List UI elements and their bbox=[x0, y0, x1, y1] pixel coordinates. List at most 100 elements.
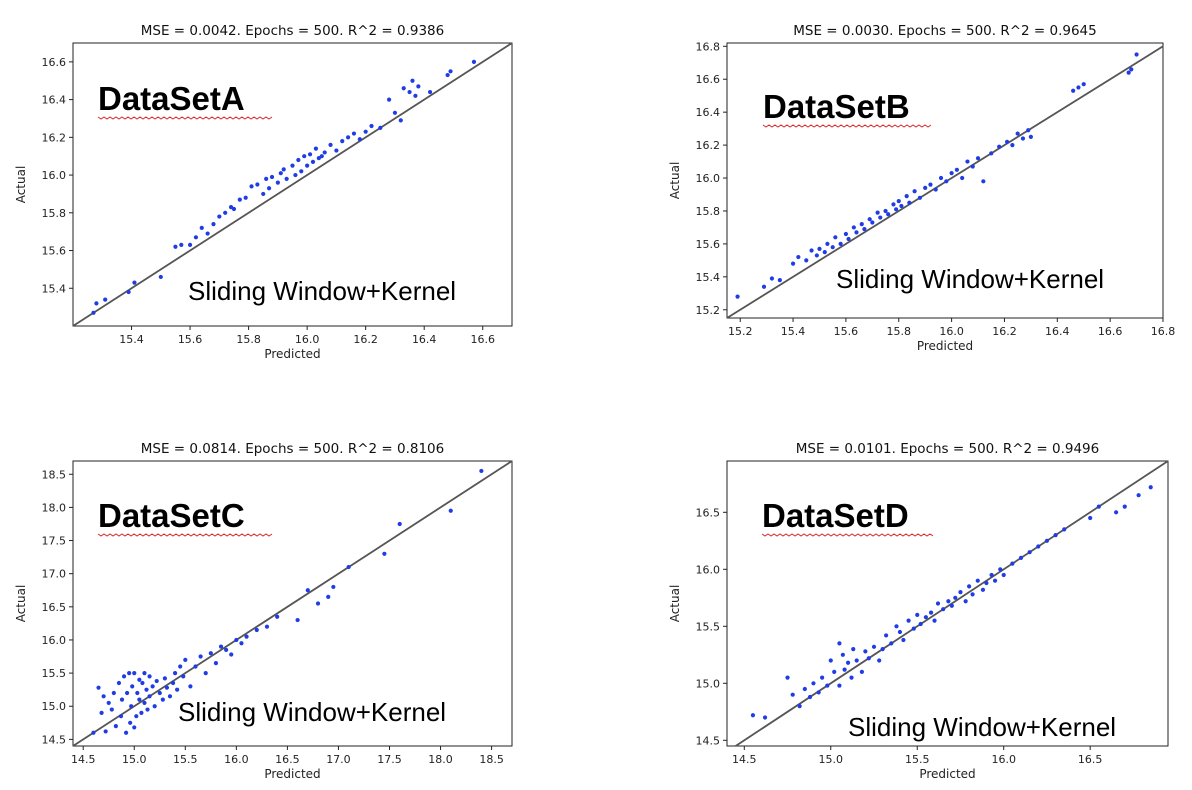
chart-1-data-point bbox=[211, 222, 216, 227]
chart-3-data-point bbox=[479, 468, 484, 474]
chart-3-x-tick-label: 16.5 bbox=[275, 753, 300, 766]
chart-2-y-tick-label: 15.4 bbox=[696, 271, 721, 284]
chart-1-x-tick-label: 16.0 bbox=[295, 333, 320, 346]
chart-2-data-point bbox=[814, 253, 819, 258]
chart-4-data-point bbox=[1036, 544, 1041, 549]
chart-1-data-point bbox=[307, 152, 313, 157]
chart-4-reference-line bbox=[735, 460, 1169, 747]
chart-2-data-point bbox=[843, 231, 849, 237]
chart-3-x-tick-label: 18.0 bbox=[428, 753, 453, 766]
chart-3-data-point bbox=[224, 647, 229, 652]
chart-4-data-point bbox=[1088, 515, 1093, 521]
chart-1-data-point bbox=[322, 150, 327, 155]
chart-2-data-point bbox=[1126, 70, 1131, 75]
chart-3-x-tick-label: 15.5 bbox=[173, 753, 198, 766]
chart-4-data-point bbox=[970, 592, 975, 597]
chart-1-data-point bbox=[158, 274, 163, 280]
chart-3-data-point bbox=[111, 690, 116, 696]
chart-2-data-point bbox=[777, 278, 782, 283]
chart-1-data-point bbox=[448, 69, 453, 74]
chart-3-data-point bbox=[331, 584, 336, 590]
chart-4-data-point bbox=[992, 578, 998, 583]
chart-3-data-point bbox=[160, 697, 165, 702]
chart-3-data-point bbox=[106, 700, 111, 706]
chart-4-y-tick-label: 16.0 bbox=[696, 563, 721, 576]
chart-2-data-point bbox=[1010, 142, 1015, 148]
chart-3-data-point bbox=[213, 661, 219, 666]
chart-3-y-tick-label: 18.0 bbox=[42, 501, 67, 514]
chart-3-y-tick-label: 16.0 bbox=[42, 634, 67, 647]
chart-1-data-point bbox=[193, 235, 199, 240]
chart-4-data-point bbox=[1044, 538, 1050, 543]
chart-1-data-point bbox=[231, 206, 237, 212]
chart-4-data-point bbox=[901, 637, 906, 643]
chart-1-x-tick-label: 16.2 bbox=[353, 333, 378, 346]
chart-4-data-point bbox=[845, 660, 851, 665]
chart-1-data-point bbox=[416, 84, 421, 89]
chart-3-data-point bbox=[140, 680, 145, 686]
chart-2-x-tick-label: 16.0 bbox=[939, 325, 964, 338]
chart-2-data-point bbox=[928, 182, 933, 187]
chart-3-data-point bbox=[96, 685, 101, 690]
chart-2-data-point bbox=[838, 241, 843, 246]
chart-3-x-axis-title: Predicted bbox=[264, 767, 320, 781]
chart-2-data-point bbox=[912, 189, 917, 194]
chart-3-data-point bbox=[183, 657, 188, 662]
chart-2-data-point bbox=[891, 202, 896, 207]
chart-3-data-point bbox=[326, 594, 331, 599]
chart-3-data-point bbox=[142, 670, 147, 676]
chart-3-data-point bbox=[152, 704, 157, 709]
chart-2-data-point bbox=[796, 254, 801, 260]
chart-4-data-point bbox=[762, 715, 768, 720]
chart-3-data-point bbox=[91, 730, 96, 735]
chart-4-x-tick-label: 15.5 bbox=[905, 753, 930, 766]
chart-4-data-point bbox=[941, 607, 946, 612]
chart-2-data-point bbox=[981, 179, 986, 184]
chart-4-data-point bbox=[880, 647, 885, 652]
chart-3-data-point bbox=[121, 674, 127, 679]
chart-4-data-point bbox=[832, 669, 837, 675]
chart-1-data-point bbox=[305, 163, 310, 168]
chart-4-data-point bbox=[935, 601, 941, 606]
chart-1-data-point bbox=[290, 163, 295, 168]
chart-3-dataset-label: DataSetC bbox=[98, 497, 245, 534]
chart-2-data-point bbox=[883, 208, 888, 214]
chart-4-data-point bbox=[1027, 550, 1032, 555]
chart-3-data-point bbox=[125, 690, 130, 696]
chart-4-data-point bbox=[866, 656, 871, 661]
chart-4-data-point bbox=[750, 713, 756, 718]
chart-3-x-tick-label: 16.0 bbox=[224, 753, 249, 766]
chart-2-data-point bbox=[830, 245, 835, 250]
chart-1-data-point bbox=[413, 93, 418, 98]
chart-4-data-point bbox=[863, 649, 868, 654]
chart-3-y-tick-label: 17.0 bbox=[42, 568, 67, 581]
chart-3-data-point bbox=[167, 694, 173, 699]
chart-4-data-point bbox=[906, 618, 911, 623]
chart-4-data-point bbox=[889, 641, 894, 646]
chart-1-data-point bbox=[237, 197, 242, 202]
chart-1-y-tick-label: 16.6 bbox=[42, 56, 67, 69]
chart-3-x-tick-label: 17.0 bbox=[326, 753, 351, 766]
chart-4-x-tick-label: 15.0 bbox=[819, 753, 844, 766]
chart-4-data-point bbox=[1096, 504, 1101, 509]
chart-3-data-point bbox=[109, 707, 114, 712]
chart-1-data-point bbox=[199, 225, 204, 230]
chart-4-data-point bbox=[877, 658, 882, 663]
chart-1-data-point bbox=[302, 154, 307, 159]
chart-3-data-point bbox=[218, 644, 224, 649]
chart-4-x-tick-label: 16.5 bbox=[1078, 753, 1103, 766]
chart-2-data-point bbox=[1015, 131, 1020, 136]
chart-4-data-point bbox=[828, 658, 833, 663]
chart-2-y-tick-label: 15.6 bbox=[696, 238, 721, 251]
chart-3-data-point bbox=[170, 680, 176, 686]
chart-2-data-point bbox=[886, 212, 891, 217]
chart-1-data-point bbox=[369, 123, 374, 129]
chart-4-data-point bbox=[871, 644, 877, 649]
chart-2-data-point bbox=[846, 236, 851, 242]
chart-3-data-point bbox=[127, 670, 132, 676]
chart-3-data-point bbox=[103, 729, 108, 734]
chart-4-data-point bbox=[911, 626, 916, 631]
chart-4-data-point bbox=[1136, 493, 1141, 498]
chart-2-data-point bbox=[989, 151, 994, 156]
chart-4-data-point bbox=[946, 599, 951, 604]
